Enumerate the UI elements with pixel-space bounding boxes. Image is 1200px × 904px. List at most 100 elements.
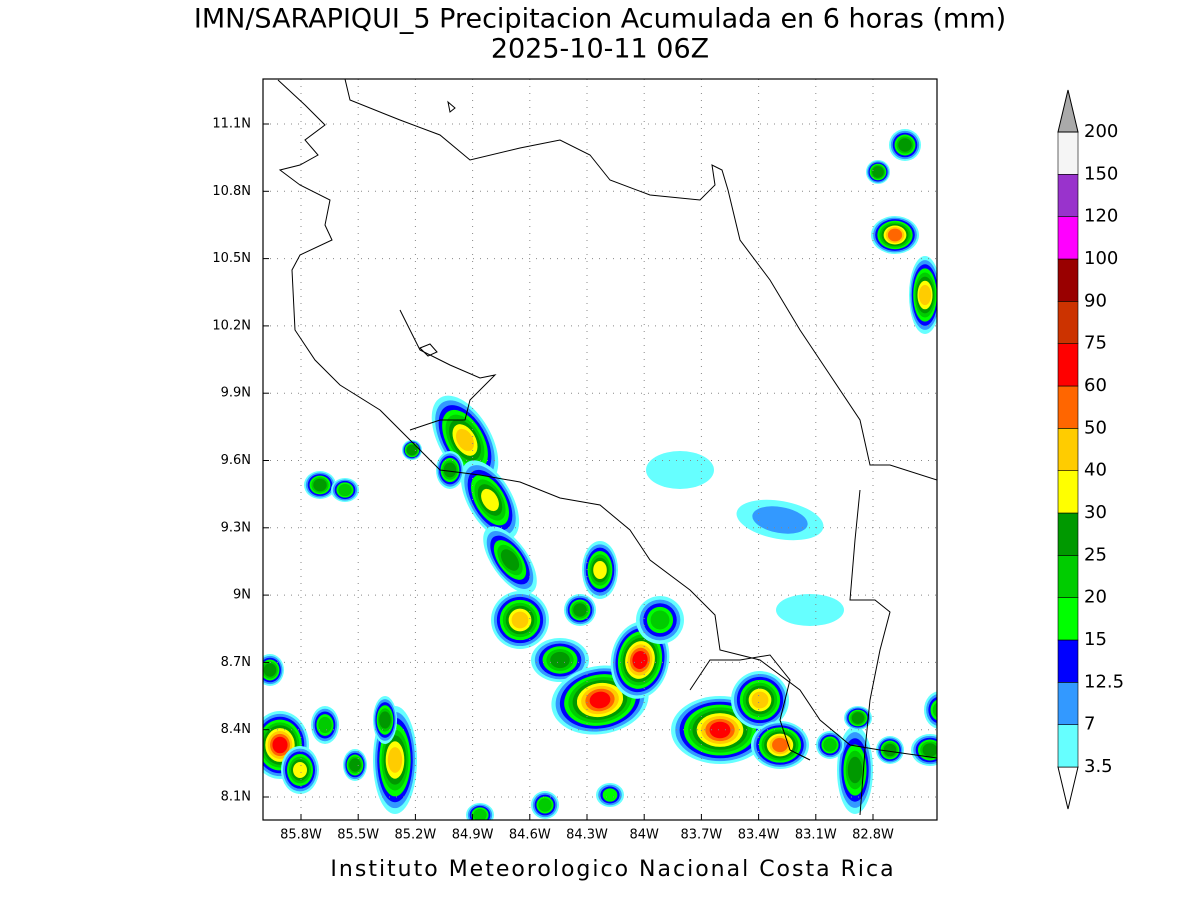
colorbar-extend-high [1057,89,1079,133]
lon-label: 83.7W [680,828,722,843]
panama-border [849,489,891,816]
title: IMN/SARAPIQUI_5 Precipitacion Acumulada … [194,4,1006,35]
pacific-coast [277,79,937,759]
lon-label: 84.9W [452,828,494,843]
lat-label: 8.7N [221,655,251,670]
lat-label: 8.4N [221,722,251,737]
colorbar-swatch [1057,301,1079,344]
precip-contour [500,549,520,571]
lon-label: 82.8W [852,828,894,843]
precip-contour [872,166,884,178]
colorbar-label: 7 [1084,714,1095,735]
lat-label: 10.5N [212,251,251,266]
precip-contour [293,762,307,778]
colorbar-swatch [1057,724,1079,768]
colorbar-label: 25 [1084,544,1107,565]
lat-label: 9.6N [221,453,251,468]
lat-label: 10.2N [212,318,251,333]
precip-contour [573,603,587,617]
colorbar-label: 90 [1084,290,1107,311]
precip-contour [473,808,487,820]
colorbar-swatch [1057,343,1079,387]
lon-label: 84W [629,828,659,843]
precip-contour [481,488,499,512]
colorbar-swatch [1057,258,1079,302]
colorbar-label: 12.5 [1084,671,1124,692]
coastlines [277,79,937,816]
precip-contour [847,756,863,784]
precip-contour [883,743,897,757]
lon-label: 84.6W [509,828,551,843]
precip-contour [650,610,670,630]
colorbar-label: 75 [1084,333,1107,354]
colorbar: 3.5 7 12.5 15 20 25 30 40 50 60 75 90 100 120 150 200 [1057,89,1124,810]
precip-contour [851,712,865,724]
colorbar-label: 3.5 [1084,756,1113,777]
colorbar-swatch [1057,639,1079,683]
precip-contour [602,788,618,802]
colorbar-swatch [1057,216,1079,260]
precip-contour [272,736,288,754]
colorbar-swatch [1057,131,1079,175]
colorbar-label: 100 [1084,248,1118,269]
lat-label: 9N [233,588,251,603]
lon-label: 85.5W [337,828,379,843]
lon-label: 85.2W [394,828,436,843]
precip-contour [313,478,327,492]
island [447,100,456,113]
precip-contour [932,702,937,718]
precip-contour [443,462,457,478]
precip-contour [349,758,361,772]
colorbar-swatch [1057,470,1079,514]
colorbar-label: 60 [1084,375,1107,396]
colorbar-swatch [1057,428,1079,471]
precip-contour [406,444,418,456]
colorbar-label: 120 [1084,206,1118,227]
precip-contour [887,228,903,242]
lat-label: 9.9N [221,386,251,401]
lat-label: 8.1N [221,790,251,805]
colorbar-swatch [1057,512,1079,556]
precip-contour [772,737,788,753]
precip-contour [709,721,731,739]
country-border [689,654,811,761]
precip-contour [751,691,769,709]
colorbar-swatch [1057,682,1079,725]
footer-credit: Instituto Meteorologico Nacional Costa R… [330,857,895,882]
lon-label: 83.4W [738,828,780,843]
colorbar-label: 150 [1084,163,1118,184]
colorbar-label: 30 [1084,502,1107,523]
map-frame [262,78,938,821]
grid [263,79,937,820]
precip-contour [379,711,391,729]
island [419,343,438,357]
precipitation-field [263,129,937,820]
lon-label: 85.8W [280,828,322,843]
colorbar-swatch [1057,385,1079,429]
precip-contour [593,561,607,579]
precip-contour [823,738,837,752]
colorbar-label: 15 [1084,629,1107,650]
northern-coast [344,79,937,481]
precip-contour [263,663,277,677]
nicoya-gulf [399,309,497,431]
lat-label: 11.1N [212,117,251,132]
precip-contour [918,284,932,306]
colorbar-label: 50 [1084,417,1107,438]
precip-contour [922,743,937,757]
precip-contour [387,747,403,773]
axes: 11.1N 10.8N 10.5N 10.2N 9.9N 9.6N 9.3N 9N 8.7N 8.… [212,117,894,843]
lon-label: 84.3W [566,828,608,843]
subtitle: 2025-10-11 06Z [491,34,709,65]
precip-contour [776,594,844,626]
colorbar-swatch [1057,597,1079,641]
precip-contour [538,798,552,812]
precip-contour [752,506,808,534]
precip-contour [632,651,648,669]
precip-contour [550,651,570,669]
precip-contour [898,138,912,152]
colorbar-swatch [1057,555,1079,598]
precip-contour [318,716,332,734]
